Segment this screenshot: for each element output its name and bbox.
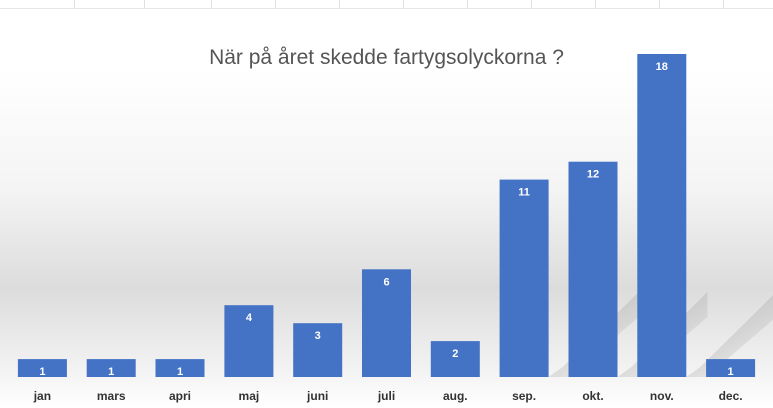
data-label: 1: [728, 366, 734, 378]
x-tick-label: mars: [97, 389, 126, 403]
spreadsheet-gridlines: [0, 0, 773, 9]
data-label: 6: [383, 276, 389, 288]
x-tick-label: aug.: [443, 389, 468, 403]
chart-title: När på året skedde fartygsolyckorna ?: [209, 46, 564, 69]
bar-juni[interactable]: [293, 323, 343, 377]
data-label: 2: [452, 348, 458, 360]
data-label: 1: [177, 366, 183, 378]
bar-nov.[interactable]: [637, 54, 687, 377]
bar-mars[interactable]: [86, 359, 136, 377]
data-label: 4: [246, 312, 253, 324]
x-tick-label: apri: [169, 389, 191, 403]
data-label: 1: [39, 366, 45, 378]
x-tick-label: sep.: [512, 389, 536, 403]
data-label: 1: [108, 366, 114, 378]
x-tick-label: dec.: [719, 389, 743, 403]
x-tick-label: juli: [377, 389, 395, 403]
x-tick-label: okt.: [582, 389, 603, 403]
bar-sep.[interactable]: [499, 179, 549, 377]
x-tick-label: maj: [239, 389, 260, 403]
data-label: 18: [656, 61, 668, 73]
data-label: 3: [315, 330, 321, 342]
x-tick-label: nov.: [650, 389, 674, 403]
bar-jan[interactable]: [17, 359, 67, 377]
bar-aug.[interactable]: [430, 341, 480, 377]
bar-okt.[interactable]: [568, 161, 618, 377]
bar-dec.[interactable]: [706, 359, 756, 377]
bars: [17, 54, 756, 377]
data-label: 11: [518, 187, 530, 199]
data-label: 12: [587, 169, 599, 181]
bar-apri[interactable]: [155, 359, 205, 377]
bar-juli[interactable]: [362, 269, 411, 377]
x-axis-tick-labels: jan mars apri maj juni juli aug. sep. okt. nov. de…: [33, 389, 743, 403]
bar-maj[interactable]: [224, 305, 274, 377]
x-tick-label: juni: [306, 389, 328, 403]
x-tick-label: jan: [33, 389, 51, 403]
